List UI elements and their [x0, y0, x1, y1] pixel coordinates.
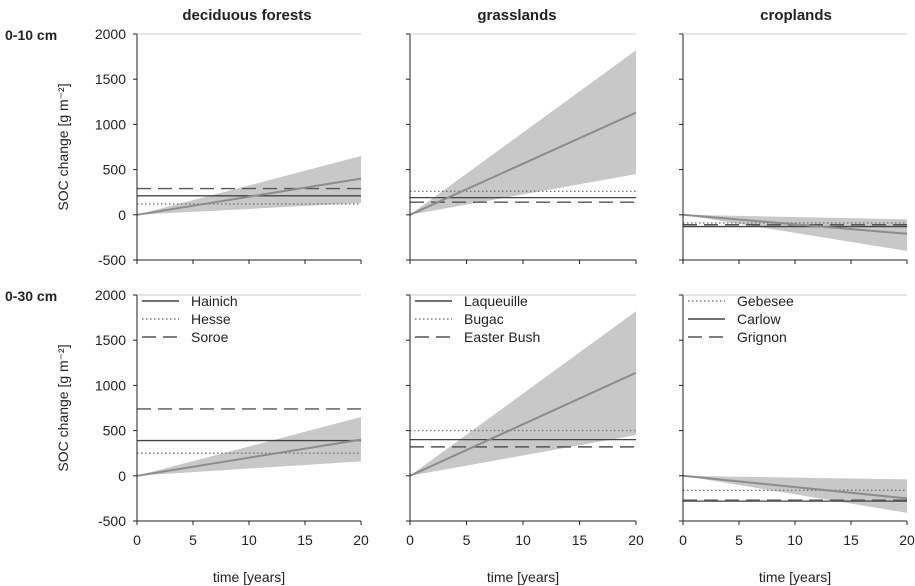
y-tick-label: 1500 [95, 71, 126, 87]
legend-entry: Soroe [191, 329, 229, 345]
trend-line [409, 371, 637, 477]
trend-line [682, 213, 908, 235]
x-tick-label: 10 [241, 532, 257, 548]
row-label-0-10-cm: 0-10 cm [5, 27, 57, 43]
legend-entry: Bugac [464, 311, 504, 327]
y-tick-label: 0 [118, 207, 126, 223]
panel-croplands-0-30: 0 5 10 15 20 time [years] Gebesee Carlow Grignon [679, 293, 915, 585]
legend-entry: Easter Bush [464, 329, 540, 345]
y-tick-label: 1500 [95, 332, 126, 348]
x-tick-label: 20 [353, 532, 369, 548]
y-axis-title: SOC change [g m⁻²] [55, 83, 71, 210]
y-tick-label: -500 [98, 513, 126, 529]
trend-line [136, 177, 362, 216]
column-title-deciduous-forests: deciduous forests [182, 7, 311, 24]
x-tick-label: 10 [787, 532, 803, 548]
x-axis-title: time [years] [487, 569, 559, 585]
x-tick-label: 5 [735, 532, 743, 548]
x-tick-label: 0 [679, 532, 687, 548]
x-tick-label: 20 [899, 532, 915, 548]
uncertainty-band [137, 417, 361, 476]
panel-croplands-0-10 [679, 33, 908, 264]
panel-deciduous-forests-0-30: -500 0 500 1000 1500 2000 0 5 10 15 20 SOC change [… [55, 287, 369, 585]
y-axis-title: SOC change [g m⁻²] [55, 344, 71, 471]
uncertainty-band [410, 311, 636, 476]
y-tick-label: -500 [98, 252, 126, 268]
trend-line [136, 438, 362, 477]
legend-entry: Carlow [737, 311, 781, 327]
x-tick-label: 0 [406, 532, 414, 548]
y-tick-label: 1000 [95, 377, 126, 393]
trend-line [682, 474, 908, 500]
legend-entry: Grignon [737, 329, 787, 345]
legend-entry: Hainich [191, 293, 238, 309]
uncertainty-band [410, 50, 636, 215]
x-tick-label: 20 [628, 532, 644, 548]
y-tick-label: 1000 [95, 116, 126, 132]
panel-deciduous-forests-0-10: -500 0 500 1000 1500 2000 SOC change [g m⁻²] [55, 26, 362, 268]
y-tick-label: 500 [103, 162, 127, 178]
y-tick-label: 2000 [95, 26, 126, 42]
panel-grasslands-0-10 [406, 33, 637, 264]
x-tick-label: 15 [572, 532, 588, 548]
x-tick-label: 5 [189, 532, 197, 548]
x-tick-label: 15 [297, 532, 313, 548]
y-tick-label: 500 [103, 423, 127, 439]
x-axis-title: time [years] [213, 569, 285, 585]
legend-entry: Laqueuille [464, 293, 528, 309]
column-title-croplands: croplands [760, 7, 832, 24]
uncertainty-band [683, 475, 907, 513]
row-label-0-30-cm: 0-30 cm [5, 288, 57, 304]
y-tick-label: 2000 [95, 287, 126, 303]
x-tick-label: 15 [843, 532, 859, 548]
legend-entry: Hesse [191, 311, 231, 327]
uncertainty-band [683, 214, 907, 251]
y-tick-label: 0 [118, 468, 126, 484]
uncertainty-band [137, 156, 361, 215]
x-tick-label: 10 [515, 532, 531, 548]
x-tick-label: 5 [463, 532, 471, 548]
legend-entry: Gebesee [737, 293, 794, 309]
panel-grasslands-0-30: 0 5 10 15 20 time [years] Laqueuille Bugac Easte… [406, 293, 644, 585]
column-title-grasslands: grasslands [477, 7, 556, 24]
trend-line [409, 111, 637, 216]
x-tick-label: 0 [133, 532, 141, 548]
x-axis-title: time [years] [759, 569, 831, 585]
